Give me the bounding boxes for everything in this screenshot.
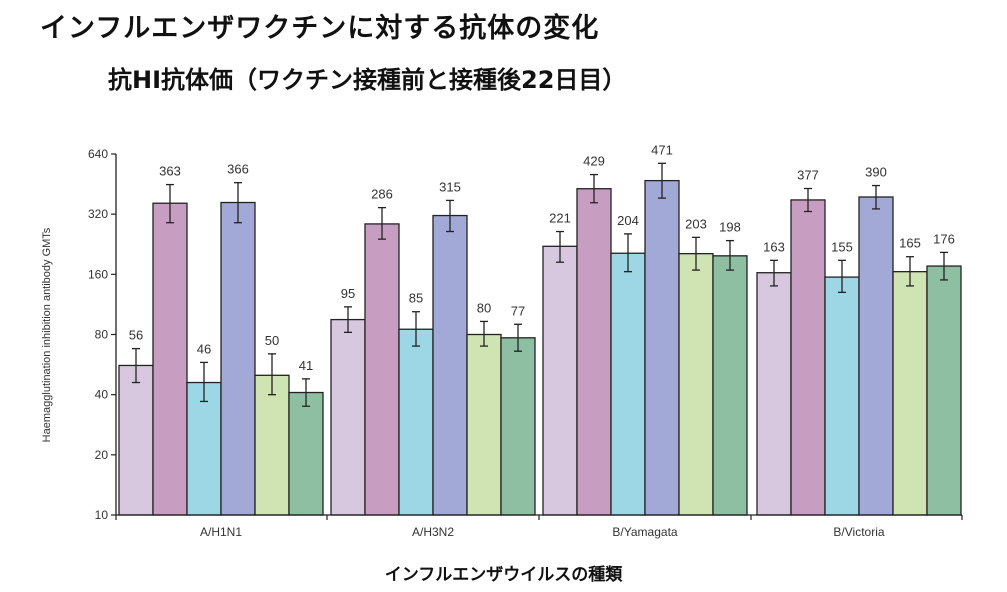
data-label: 204 <box>617 213 639 228</box>
bar <box>756 272 792 516</box>
x-tick-label: A/H1N1 <box>200 525 242 539</box>
x-tick-label: A/H3N2 <box>412 525 454 539</box>
bar <box>610 252 646 516</box>
y-tick-label: 80 <box>95 328 109 342</box>
data-label: 221 <box>549 211 571 226</box>
data-label: 95 <box>341 286 355 301</box>
bar <box>644 179 680 516</box>
bar <box>892 271 928 516</box>
y-axis-label: Haemagglutination inhibition antibody GM… <box>41 227 53 442</box>
data-label: 176 <box>933 231 955 246</box>
bar <box>466 333 502 516</box>
data-label: 50 <box>265 333 279 348</box>
bar <box>220 201 256 516</box>
bar <box>186 381 222 516</box>
bar <box>576 188 612 516</box>
y-tick-label: 160 <box>88 267 108 281</box>
data-label: 56 <box>129 328 143 343</box>
data-label: 198 <box>719 220 741 235</box>
data-label: 163 <box>763 239 785 254</box>
bar <box>288 391 324 516</box>
bar <box>500 337 536 516</box>
bar <box>542 245 578 516</box>
data-label: 203 <box>685 216 707 231</box>
data-label: 155 <box>831 239 853 254</box>
bar <box>712 255 748 516</box>
bar <box>678 253 714 516</box>
x-tick-label: B/Yamagata <box>612 525 677 539</box>
bar <box>398 328 434 516</box>
page-subtitle: 抗HI抗体価（ワクチン接種前と接種後22日目） <box>108 66 627 94</box>
bar <box>824 276 860 516</box>
bar <box>118 364 154 516</box>
x-tick-label: B/Victoria <box>833 525 884 539</box>
page-title: インフルエンザワクチンに対する抗体の変化 <box>40 13 600 44</box>
bar <box>858 196 894 516</box>
data-label: 165 <box>899 236 921 251</box>
bar <box>364 223 400 516</box>
bar <box>432 214 468 516</box>
bar <box>330 318 366 516</box>
y-tick-label: 320 <box>88 207 108 221</box>
y-tick-label: 40 <box>95 388 109 402</box>
bar <box>254 374 290 516</box>
data-label: 46 <box>197 341 211 356</box>
data-label: 286 <box>371 187 393 202</box>
x-axis-title: インフルエンザウイルスの種類 <box>384 565 623 585</box>
y-tick-label: 20 <box>95 448 109 462</box>
data-label: 390 <box>865 165 887 180</box>
bar <box>152 202 188 516</box>
data-label: 471 <box>651 142 673 157</box>
data-label: 41 <box>299 358 313 373</box>
data-label: 363 <box>159 164 181 179</box>
data-label: 80 <box>477 300 491 315</box>
data-label: 315 <box>439 179 461 194</box>
bar <box>926 265 962 516</box>
data-label: 377 <box>797 168 819 183</box>
data-label: 77 <box>511 303 525 318</box>
y-tick-label: 640 <box>88 147 108 161</box>
data-label: 429 <box>583 154 605 169</box>
data-label: 85 <box>409 291 423 306</box>
y-tick-label: 10 <box>95 508 109 522</box>
bar <box>790 199 826 516</box>
data-label: 366 <box>227 162 249 177</box>
